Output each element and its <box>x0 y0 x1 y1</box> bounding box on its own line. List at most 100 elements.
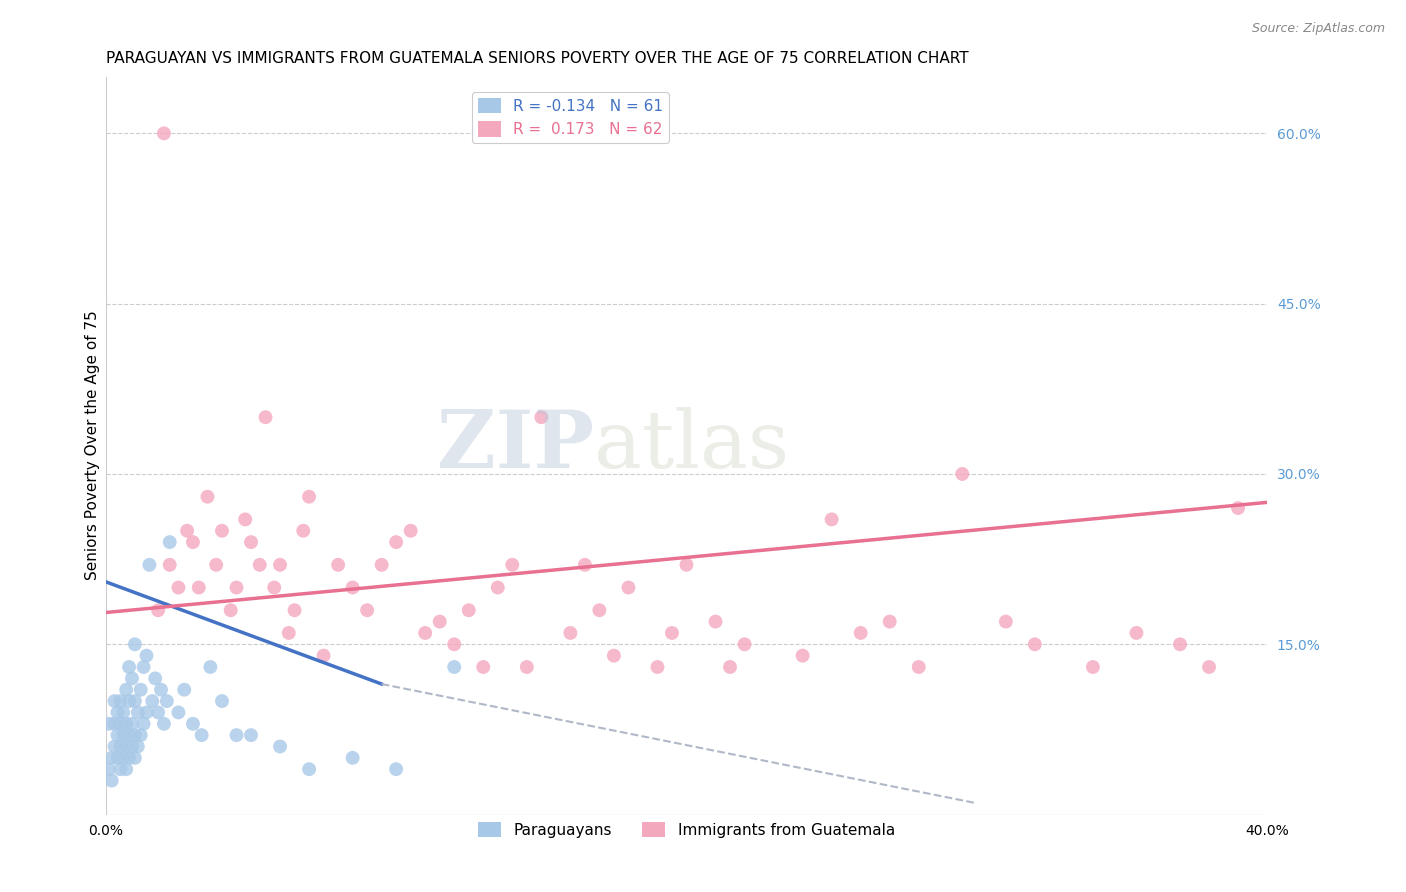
Point <box>574 558 596 572</box>
Text: Source: ZipAtlas.com: Source: ZipAtlas.com <box>1251 22 1385 36</box>
Point <box>153 126 176 140</box>
Point <box>190 728 212 742</box>
Point <box>356 603 378 617</box>
Point <box>879 615 901 629</box>
Point <box>994 615 1017 629</box>
Point <box>907 660 929 674</box>
Point <box>200 660 222 674</box>
Point <box>167 581 190 595</box>
Point <box>298 490 321 504</box>
Point <box>143 671 166 685</box>
Point <box>516 660 538 674</box>
Point <box>129 682 152 697</box>
Point <box>298 762 321 776</box>
Point <box>118 660 141 674</box>
Point <box>103 694 125 708</box>
Point <box>1081 660 1104 674</box>
Point <box>124 751 146 765</box>
Point <box>97 716 120 731</box>
Point <box>950 467 973 481</box>
Point <box>704 615 727 629</box>
Point <box>112 706 135 720</box>
Point <box>254 410 277 425</box>
Point <box>849 626 872 640</box>
Point <box>211 694 233 708</box>
Point <box>269 739 291 754</box>
Point <box>138 558 160 572</box>
Point <box>110 739 132 754</box>
Point <box>249 558 271 572</box>
Point <box>792 648 814 663</box>
Point <box>146 603 169 617</box>
Point <box>661 626 683 640</box>
Point <box>342 751 364 765</box>
Text: ZIP: ZIP <box>437 407 593 484</box>
Point <box>115 762 138 776</box>
Point <box>118 694 141 708</box>
Point <box>103 716 125 731</box>
Point <box>121 739 143 754</box>
Point <box>413 626 436 640</box>
Point <box>734 637 756 651</box>
Legend: Paraguayans, Immigrants from Guatemala: Paraguayans, Immigrants from Guatemala <box>472 815 901 844</box>
Point <box>486 581 509 595</box>
Point <box>156 694 179 708</box>
Point <box>219 603 242 617</box>
Point <box>429 615 451 629</box>
Point <box>103 739 125 754</box>
Point <box>225 728 247 742</box>
Point <box>121 671 143 685</box>
Point <box>132 716 155 731</box>
Point <box>173 682 195 697</box>
Point <box>603 648 626 663</box>
Point <box>187 581 209 595</box>
Point <box>110 762 132 776</box>
Point <box>132 660 155 674</box>
Point <box>107 751 129 765</box>
Point <box>150 682 173 697</box>
Point <box>647 660 669 674</box>
Point <box>121 716 143 731</box>
Point <box>385 535 408 549</box>
Point <box>370 558 392 572</box>
Point <box>110 716 132 731</box>
Text: PARAGUAYAN VS IMMIGRANTS FROM GUATEMALA SENIORS POVERTY OVER THE AGE OF 75 CORRE: PARAGUAYAN VS IMMIGRANTS FROM GUATEMALA … <box>105 51 969 66</box>
Point <box>501 558 523 572</box>
Point <box>457 603 479 617</box>
Text: atlas: atlas <box>593 407 789 484</box>
Point <box>118 751 141 765</box>
Point <box>115 716 138 731</box>
Point <box>269 558 291 572</box>
Point <box>135 706 157 720</box>
Y-axis label: Seniors Poverty Over the Age of 75: Seniors Poverty Over the Age of 75 <box>86 310 100 581</box>
Point <box>326 558 349 572</box>
Point <box>124 694 146 708</box>
Point <box>277 626 299 640</box>
Point <box>443 660 465 674</box>
Point <box>1198 660 1220 674</box>
Point <box>127 706 149 720</box>
Point <box>181 716 204 731</box>
Point <box>385 762 408 776</box>
Point <box>124 728 146 742</box>
Point <box>146 706 169 720</box>
Point <box>211 524 233 538</box>
Point <box>112 751 135 765</box>
Point <box>240 535 263 549</box>
Point <box>472 660 495 674</box>
Point <box>1125 626 1147 640</box>
Point <box>225 581 247 595</box>
Point <box>97 762 120 776</box>
Point <box>1227 501 1250 516</box>
Point <box>176 524 198 538</box>
Point <box>129 728 152 742</box>
Point <box>443 637 465 651</box>
Point <box>560 626 582 640</box>
Point <box>118 728 141 742</box>
Point <box>141 694 163 708</box>
Point <box>115 739 138 754</box>
Point <box>112 728 135 742</box>
Point <box>107 728 129 742</box>
Point <box>115 682 138 697</box>
Point <box>718 660 741 674</box>
